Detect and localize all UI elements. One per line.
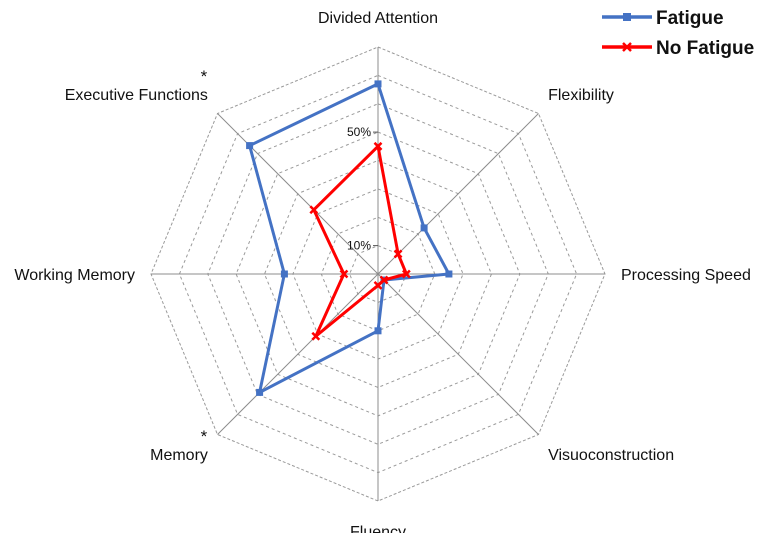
data-point [401,269,411,279]
data-point [393,249,403,259]
grid-ring-8 [150,46,606,502]
tick-label: 10% [347,239,371,253]
data-point [374,327,382,335]
axis-spoke-2 [377,113,539,275]
axis-label: Visuoconstruction [548,447,674,464]
data-point [374,80,382,88]
data-point [246,142,254,150]
radar-axes [151,47,605,501]
data-point [373,280,383,290]
grid-ring-4 [263,159,493,389]
data-point [445,270,453,278]
data-point [309,205,319,215]
legend-label: No Fatigue [656,38,754,59]
data-point [280,270,288,278]
legend-label: Fatigue [656,8,724,29]
axis-spoke-8 [217,113,379,275]
legend: Fatigue No Fatigue [602,8,754,59]
axis-label: Memory [150,447,208,464]
data-point [420,224,428,232]
axis-label: Divided Attention [318,10,438,27]
axis-label: Flexibility [548,87,614,104]
significance-marker: * [201,67,208,86]
data-point [256,388,264,396]
tick-label: 50% [347,125,371,139]
axis-label: Executive Functions [65,87,208,104]
radar-labels: 10% 50% Divided Attention Flexibility Proces… [14,10,750,533]
axis-label: Processing Speed [621,267,751,284]
axis-label: Working Memory [14,267,135,284]
legend-marker [622,42,632,52]
radar-series [246,80,453,396]
data-point [339,269,349,279]
significance-marker: * [201,427,208,446]
axis-label: Fluency [350,524,406,533]
data-point [373,141,383,151]
axis-spoke-6 [217,273,379,435]
legend-marker [623,13,631,21]
data-point [311,331,321,341]
axis-spoke-4 [377,273,539,435]
